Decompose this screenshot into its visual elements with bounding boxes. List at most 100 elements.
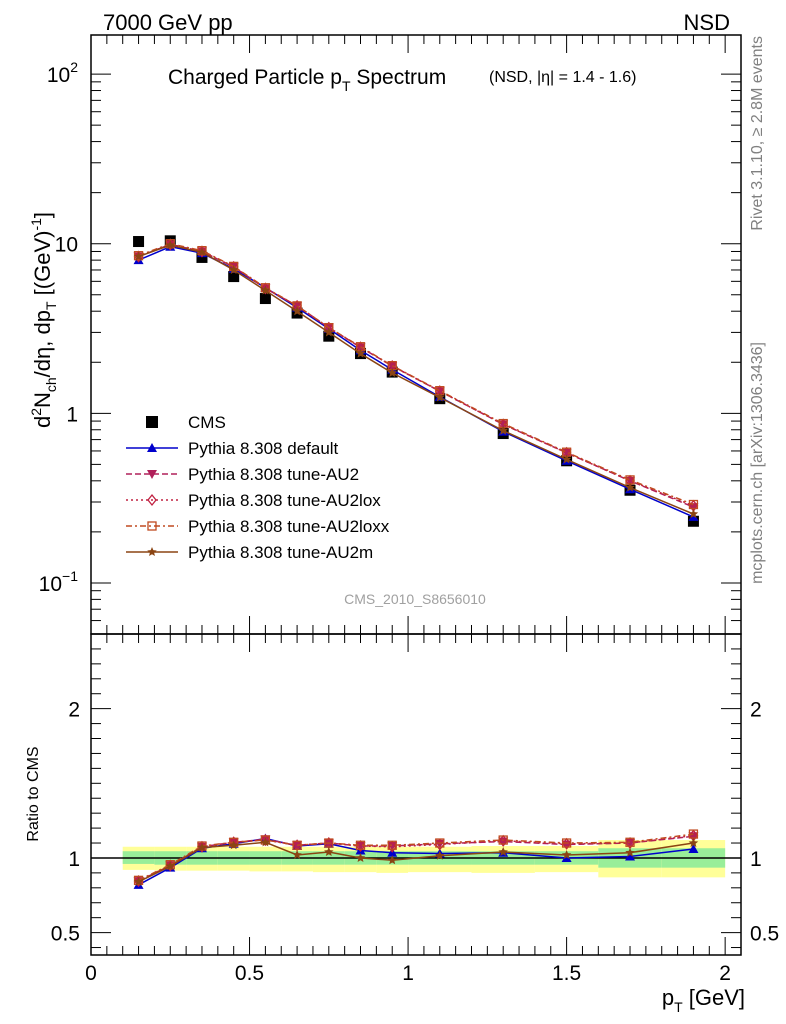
series-line (138, 242, 694, 506)
legend-marker (147, 470, 157, 479)
legend-marker (146, 416, 158, 428)
data-point (292, 306, 302, 316)
x-tick-label: 0.5 (235, 962, 264, 985)
event-type-label: NSD (684, 10, 730, 35)
data-point (259, 293, 271, 305)
legend-entry: Pythia 8.308 tune-AU2 (126, 465, 359, 484)
plot-title-main: Charged Particle p (168, 66, 342, 89)
ratio-line (138, 833, 694, 881)
legend-label: Pythia 8.308 tune-AU2loxx (188, 517, 390, 536)
plot-title: Charged Particle pT Spectrum (168, 66, 446, 94)
data-point (687, 515, 699, 527)
ratio-point (324, 846, 334, 857)
legend-marker (147, 547, 157, 557)
legend-entry: Pythia 8.308 tune-AU2lox (126, 491, 381, 510)
main-y-axis: 10−1 1 10 102 (39, 35, 741, 635)
legend-entry: Pythia 8.308 tune-AU2loxx (126, 517, 390, 536)
ratio-point (387, 855, 397, 865)
data-point (197, 245, 207, 258)
collision-label: 7000 GeV pp (103, 10, 233, 35)
data-point (260, 285, 271, 295)
legend-label: Pythia 8.308 tune-AU2m (188, 543, 373, 562)
plot-title-tail: Spectrum (351, 66, 447, 89)
data-point (228, 271, 240, 283)
ratio-plot-frame (90, 633, 742, 956)
data-point (498, 425, 508, 435)
main-y-tick-label: 102 (47, 59, 78, 87)
ratio-point (561, 838, 572, 848)
ratio-series-pythia-8-308-tune-au2m (133, 837, 699, 886)
data-point (688, 511, 699, 521)
ratio-point (498, 834, 509, 847)
x-axis-label-subscript: T (674, 999, 683, 1015)
data-point (688, 508, 699, 519)
ratio-y-axis-label: Ratio to CMS (25, 746, 42, 841)
data-point (260, 282, 271, 295)
ratio-point (625, 847, 635, 857)
ratio-point (387, 840, 398, 853)
data-point (561, 454, 572, 464)
x-tick-label: 0 (85, 962, 97, 985)
svg-text:d2Nch/dη, dpT [(GeV)-1]: d2Nch/dη, dpT [(GeV)-1] (28, 212, 59, 428)
ratio-point (355, 852, 366, 862)
ratio-point (197, 842, 207, 852)
main-series-group (133, 235, 699, 527)
legend-entry: Pythia 8.308 tune-AU2m (126, 543, 373, 562)
ratio-point (228, 840, 239, 850)
ratio-y-tick-label-right: 1 (750, 848, 762, 871)
data-point (324, 327, 334, 337)
data-point (688, 499, 699, 510)
ratio-point (387, 840, 397, 850)
legend: CMS Pythia 8.308 default Pythia 8.308 tune… (126, 413, 390, 562)
main-y-axis-label: d2Nch/dη, dpT [(GeV)-1] (28, 212, 59, 428)
x-axis-label: pT [GeV] (662, 985, 745, 1015)
data-point (435, 392, 445, 402)
ratio-y-tick-label: 1 (68, 848, 80, 871)
x-tick-label: 1.5 (552, 962, 581, 985)
data-point (197, 247, 207, 257)
legend-marker (147, 443, 157, 452)
x-axis-label-main: p (662, 985, 674, 1010)
ratio-point (688, 843, 699, 853)
data-point (133, 236, 145, 248)
ratio-point (165, 861, 176, 871)
legend-label: Pythia 8.308 default (188, 439, 339, 458)
ratio-line (138, 841, 694, 883)
ratio-point (292, 840, 302, 850)
mcplots-label: mcplots.cern.ch [arXiv:1306.3436] (749, 342, 766, 584)
ratio-axes: 0.5 0.51 12 20 0.5 1 1.5 2 (51, 634, 779, 985)
ratio-point (498, 835, 508, 845)
ratio-point (133, 876, 144, 886)
legend-label: Pythia 8.308 tune-AU2lox (188, 491, 381, 510)
ratio-point (435, 838, 445, 848)
legend-marker (147, 493, 157, 507)
main-y-tick-label: 10−1 (39, 568, 79, 596)
ratio-y-tick-label-right: 2 (750, 699, 762, 722)
ratio-line (138, 835, 694, 882)
main-y-tick-label: 10 (55, 234, 78, 257)
ratio-point (561, 849, 572, 860)
x-tick-label: 2 (719, 962, 731, 985)
data-point (228, 264, 239, 275)
data-point (625, 482, 635, 492)
ratio-point (260, 837, 271, 847)
x-tick-label: 1 (402, 962, 414, 985)
data-point (323, 330, 335, 342)
ratio-series-pythia-8-308-tune-au2loxx (133, 829, 699, 885)
analysis-watermark: CMS_2010_S8656010 (344, 591, 486, 607)
ratio-point (260, 833, 271, 847)
legend-label: CMS (188, 413, 226, 432)
data-point (133, 251, 144, 261)
data-point (165, 238, 176, 251)
ratio-point (561, 837, 572, 850)
legend-entry: CMS (146, 413, 226, 432)
legend-label: Pythia 8.308 tune-AU2 (188, 465, 359, 484)
series-pythia-8-308-tune-au2m (133, 240, 699, 519)
data-point (355, 348, 366, 358)
ratio-y-tick-label: 2 (68, 699, 80, 722)
ratio-series-group (133, 829, 699, 889)
main-y-tick-label: 1 (66, 403, 78, 426)
ratio-point (292, 849, 302, 860)
series-line (138, 244, 694, 515)
